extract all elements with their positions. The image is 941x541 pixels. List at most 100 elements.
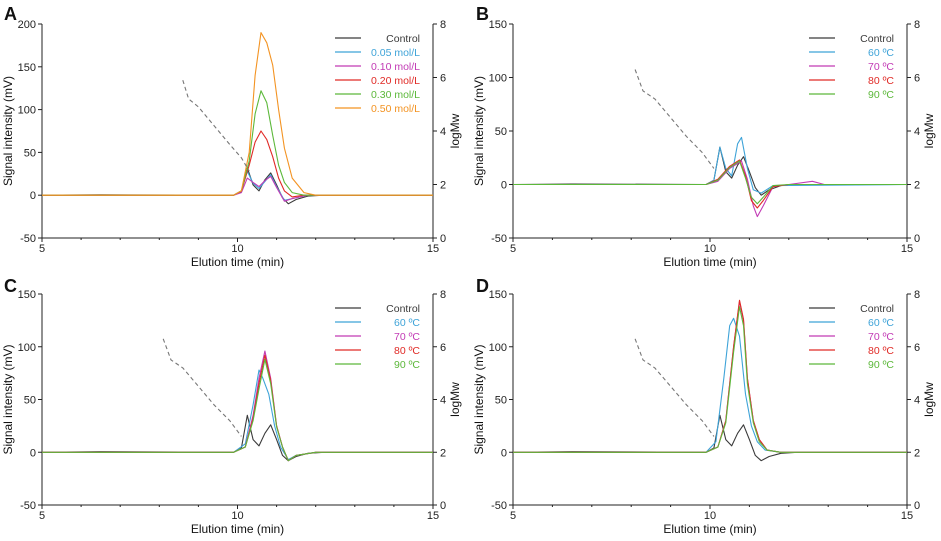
x-tick-label: 10 [704,243,716,255]
x-tick-label: 5 [39,243,45,255]
y-axis-label: Signal intensity (mV) [472,344,486,454]
y-tick-label: -50 [20,500,36,512]
series-line-0-20-mol-l [42,130,433,198]
y2-tick-label: 8 [914,289,920,301]
panel-label: C [4,276,17,296]
legend-item: 80 ºC [868,75,894,87]
legend-item: 90 ºC [868,89,894,101]
series-line-90-c [513,306,907,453]
series-line-70-c [513,160,907,218]
series-line-80-c [42,354,433,462]
y-tick-label: -50 [20,233,36,245]
y-tick-label: 100 [489,342,507,354]
series-line-0-05-mol-l [42,170,433,201]
x-tick-label: 10 [231,510,243,522]
legend-item: 70 ºC [868,61,894,73]
x-tick-label: 10 [704,510,716,522]
series-line-control [512,146,907,196]
y-tick-label: 50 [24,147,36,159]
y-tick-label: 0 [501,447,507,459]
y-tick-label: 150 [489,289,507,301]
legend-item: 80 ºC [394,345,420,357]
legend-item: 0.50 mol/L [371,103,420,115]
y2-tick-label: 2 [914,447,920,459]
y-tick-label: -50 [491,233,507,245]
y2-tick-label: 6 [914,73,920,85]
series-line-control [512,414,907,462]
y2-tick-label: 0 [914,233,920,245]
x-axis-label: Elution time (min) [663,522,756,536]
legend-item: 0.20 mol/L [371,75,420,87]
series-line-60-c [513,317,907,453]
legend-item: 60 ºC [868,47,894,59]
legend-item: 90 ºC [868,359,894,371]
legend-item: 60 ºC [394,317,420,329]
y-tick-label: 50 [24,395,36,407]
y2-tick-label: 2 [914,180,920,192]
y2-axis-label: logMw [448,113,462,148]
x-tick-label: 15 [901,243,913,255]
legend-item: Control [386,33,420,45]
y2-tick-label: 8 [440,289,446,301]
y2-tick-label: 6 [914,342,920,354]
y2-tick-label: 8 [440,19,446,31]
legend-item: Control [860,303,894,315]
series-line-60-c [513,136,908,194]
y-tick-label: 50 [495,126,507,138]
y2-tick-label: 0 [440,233,446,245]
y2-tick-label: 0 [440,500,446,512]
y2-tick-label: 6 [440,73,446,85]
series-line-60-c [42,369,433,461]
y2-axis-label: logMw [448,382,462,417]
legend-item: 70 ºC [394,331,420,343]
y-tick-label: 200 [18,19,36,31]
panel-label: B [476,4,489,24]
y-tick-label: 100 [18,105,36,117]
x-tick-label: 5 [510,243,516,255]
legend-item: 90 ºC [394,359,420,371]
logmw-curve [162,338,242,437]
series-line-control [41,414,433,462]
logmw-curve [634,338,715,437]
legend-item: 60 ºC [868,317,894,329]
y2-tick-label: 6 [440,342,446,354]
y-tick-label: -50 [491,500,507,512]
y-tick-label: 0 [30,190,36,202]
panel-A: A 5 10 15 -50 0 50 100 150 200 0 2 4 6 8 Elution time (… [1,4,462,269]
y-tick-label: 50 [495,395,507,407]
y2-tick-label: 0 [914,500,920,512]
legend-item: 0.05 mol/L [371,47,420,59]
x-tick-label: 5 [39,510,45,522]
x-tick-label: 15 [427,243,439,255]
y-axis-label: Signal intensity (mV) [1,344,15,454]
series-line-control [41,167,433,205]
y-tick-label: 150 [489,19,507,31]
y2-tick-label: 4 [914,395,920,407]
x-tick-label: 15 [427,510,439,522]
legend-item: 0.10 mol/L [371,61,420,73]
y2-tick-label: 8 [914,19,920,31]
x-axis-label: Elution time (min) [191,522,284,536]
y-tick-label: 100 [18,342,36,354]
panel-B: B 5 10 15 -50 0 50 100 150 0 2 4 6 8 Elution time (min… [472,4,936,269]
y-tick-label: 0 [501,180,507,192]
series-line-80-c [513,299,907,453]
legend-item: Control [386,303,420,315]
y2-tick-label: 2 [440,447,446,459]
y-axis-label: Signal intensity (mV) [1,76,15,186]
legend-item: 70 ºC [868,331,894,343]
panel-D: D 5 10 15 -50 0 50 100 150 0 2 4 6 8 Elution time (min… [472,276,936,536]
x-axis-label: Elution time (min) [663,255,756,269]
logmw-curve [182,80,250,172]
y2-axis-label: logMw [922,382,936,417]
y2-axis-label: logMw [922,113,936,148]
series-line-70-c [513,300,907,453]
y2-tick-label: 4 [440,395,446,407]
series-line-90-c [42,358,433,462]
series-line-0-50-mol-l [42,32,433,196]
y2-tick-label: 2 [440,180,446,192]
series-line-70-c [42,350,433,462]
y-tick-label: 150 [18,62,36,74]
y-tick-label: 150 [18,289,36,301]
